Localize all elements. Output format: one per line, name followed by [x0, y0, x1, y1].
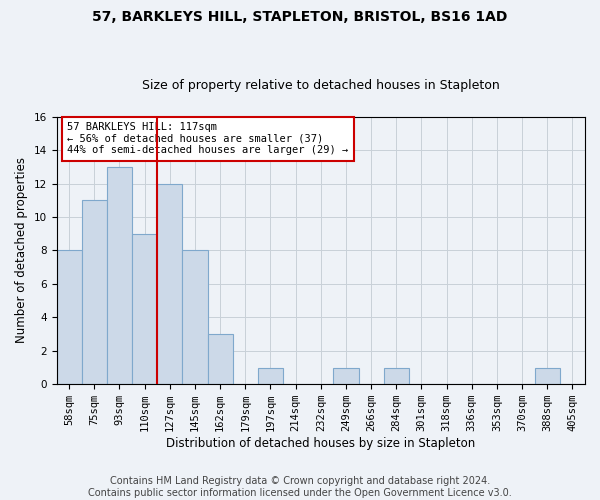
Bar	[82, 200, 107, 384]
X-axis label: Distribution of detached houses by size in Stapleton: Distribution of detached houses by size …	[166, 437, 475, 450]
Text: 57, BARKLEYS HILL, STAPLETON, BRISTOL, BS16 1AD: 57, BARKLEYS HILL, STAPLETON, BRISTOL, B…	[92, 10, 508, 24]
Bar	[182, 250, 208, 384]
Bar	[258, 368, 283, 384]
Bar	[107, 167, 132, 384]
Bar	[157, 184, 182, 384]
Bar	[334, 368, 359, 384]
Bar	[383, 368, 409, 384]
Bar	[56, 250, 82, 384]
Y-axis label: Number of detached properties: Number of detached properties	[15, 158, 28, 344]
Bar	[208, 334, 233, 384]
Title: Size of property relative to detached houses in Stapleton: Size of property relative to detached ho…	[142, 79, 500, 92]
Text: 57 BARKLEYS HILL: 117sqm
← 56% of detached houses are smaller (37)
44% of semi-d: 57 BARKLEYS HILL: 117sqm ← 56% of detach…	[67, 122, 349, 156]
Bar	[535, 368, 560, 384]
Text: Contains HM Land Registry data © Crown copyright and database right 2024.
Contai: Contains HM Land Registry data © Crown c…	[88, 476, 512, 498]
Bar	[132, 234, 157, 384]
